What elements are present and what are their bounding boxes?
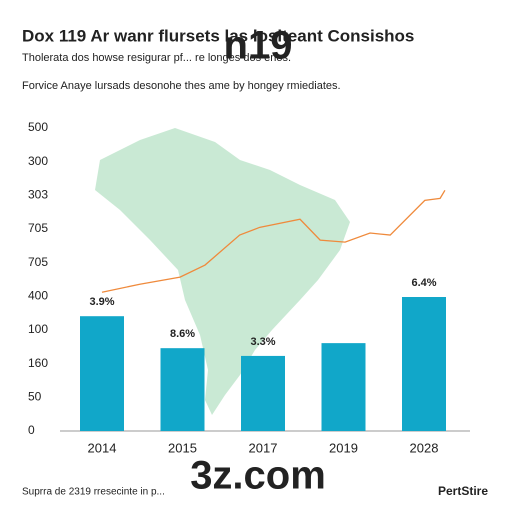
line bbox=[101, 189, 446, 293]
watermark: 3z.com bbox=[190, 454, 326, 498]
bar bbox=[160, 348, 205, 431]
y-tick-label: 500 bbox=[28, 120, 48, 134]
bar-label: 3.3% bbox=[250, 336, 275, 348]
y-tick-label: 705 bbox=[28, 221, 48, 235]
map-shape bbox=[95, 128, 350, 415]
y-tick-label: 160 bbox=[28, 356, 48, 370]
bar bbox=[241, 355, 285, 431]
bar bbox=[80, 316, 124, 431]
y-tick-label: 705 bbox=[28, 255, 48, 269]
bar bbox=[402, 297, 446, 431]
chart-title: Dox 119 Ar wanr flursets las lositeant C… bbox=[22, 26, 414, 45]
bar bbox=[321, 343, 366, 431]
bar-label: 6.4% bbox=[411, 277, 436, 289]
footer: Suprra de 2319 rresecinte in p... bbox=[22, 487, 165, 498]
x-tick-label: 2015 bbox=[168, 440, 197, 455]
x-tick-label: 2014 bbox=[88, 440, 117, 455]
logo: PertStire bbox=[438, 484, 488, 498]
y-tick-label: 0 bbox=[28, 423, 35, 437]
x-tick-label: 2028 bbox=[410, 440, 439, 455]
x-tick-label: 2017 bbox=[249, 440, 278, 455]
x-tick-label: 2019 bbox=[329, 440, 358, 455]
watermark: n19 bbox=[224, 24, 293, 68]
y-tick-label: 300 bbox=[28, 154, 48, 168]
caption: Forvice Anaye lursads desonohe thes ame … bbox=[22, 80, 341, 92]
y-tick-label: 303 bbox=[28, 188, 48, 202]
y-tick-label: 50 bbox=[28, 390, 42, 404]
subtitle: Tholerata dos howse resigurar pf... re l… bbox=[22, 52, 291, 64]
bar-label: 8.6% bbox=[170, 328, 195, 340]
bar-label: 3.9% bbox=[89, 296, 114, 308]
y-tick-label: 400 bbox=[28, 289, 48, 303]
y-tick-label: 100 bbox=[28, 322, 48, 336]
